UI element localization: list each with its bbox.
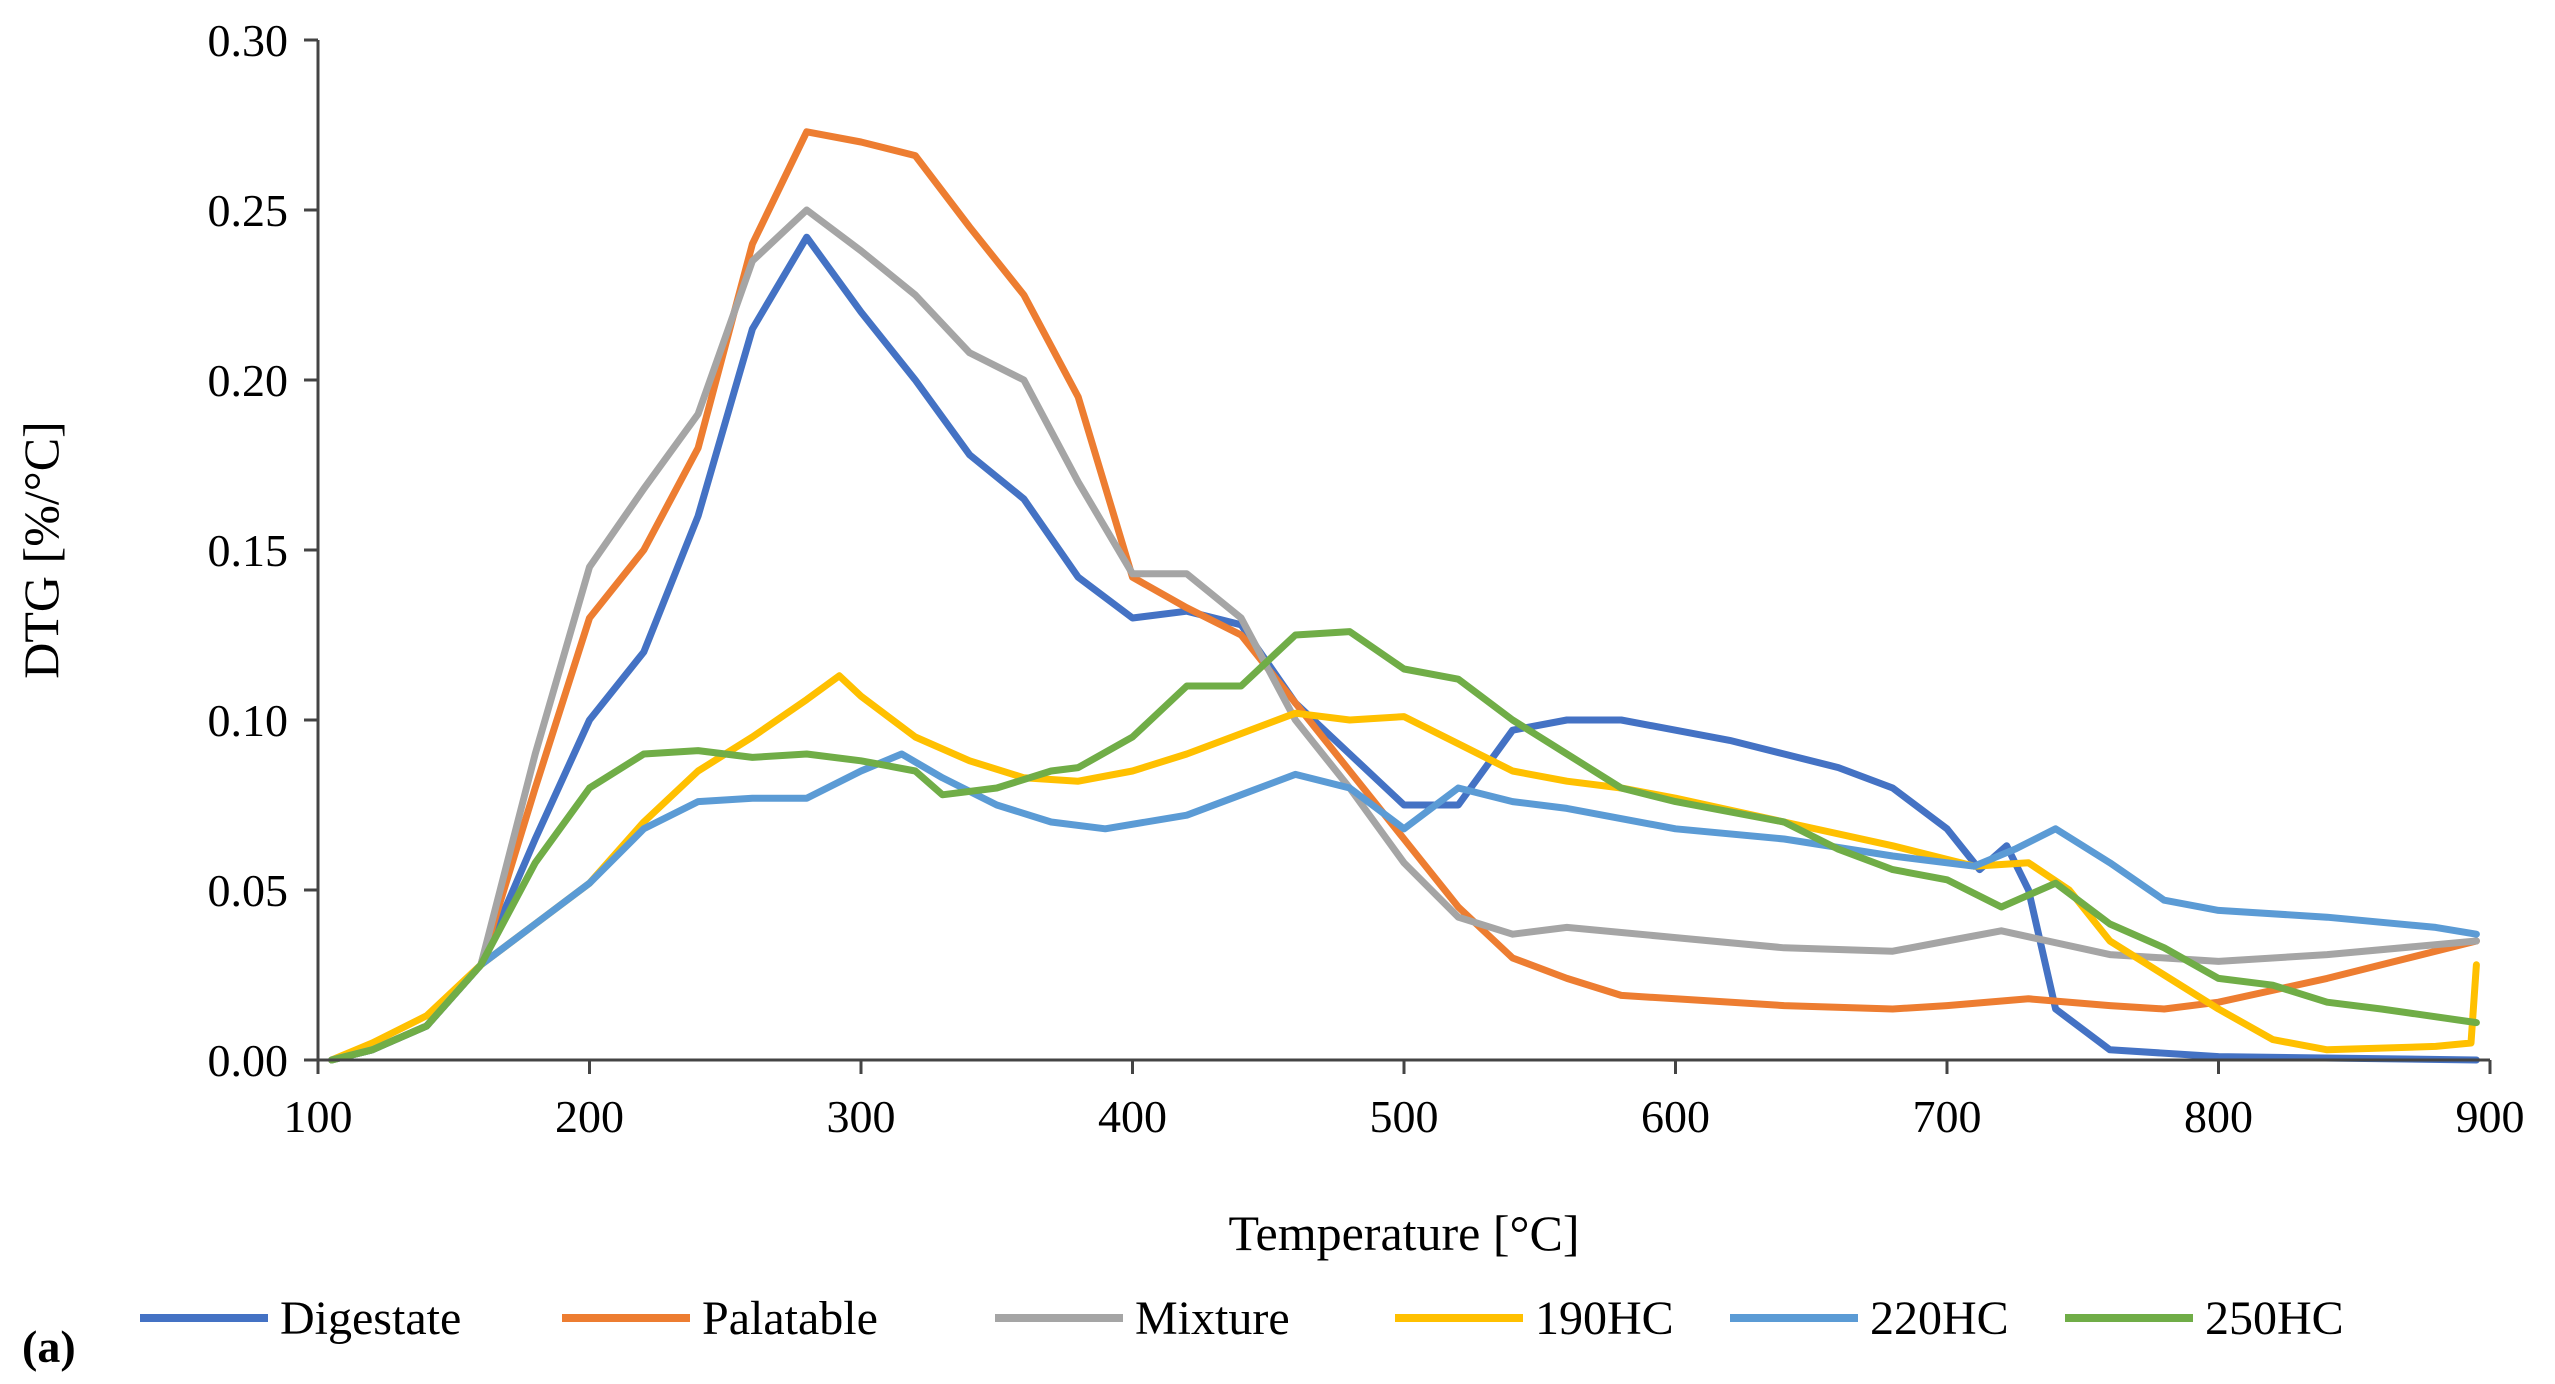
legend-label-250hc: 250HC [2205,1292,2344,1345]
y-tick-label: 0.00 [208,1035,289,1086]
series-line-mixture [328,206,2480,1064]
panel-label: (a) [22,1321,76,1372]
series-line-palatable [328,128,2480,1064]
legend-label-mixture: Mixture [1135,1292,1290,1345]
x-tick-label: 100 [284,1091,353,1142]
x-tick-label: 400 [1098,1091,1167,1142]
x-tick-label: 900 [2456,1091,2525,1142]
y-axis-title: DTG [%/°C] [13,421,69,678]
x-tick-label: 600 [1641,1091,1710,1142]
x-tick-label: 800 [2184,1091,2253,1142]
x-axis-title: Temperature [°C] [1228,1205,1579,1261]
y-tick-label: 0.30 [208,15,289,66]
x-tick-label: 300 [827,1091,896,1142]
series-line-220hc [328,750,2480,1064]
x-tick-label: 200 [555,1091,624,1142]
x-tick-label: 500 [1370,1091,1439,1142]
series-layer [328,128,2480,1064]
legend-label-220hc: 220HC [1870,1292,2009,1345]
x-tick-label: 700 [1913,1091,1982,1142]
y-tick-label: 0.20 [208,355,289,406]
series-line-digestate [328,233,2480,1064]
legend-label-digestate: Digestate [280,1292,461,1345]
legend-label-palatable: Palatable [702,1292,878,1345]
series-line-250hc [328,628,2480,1064]
y-tick-label: 0.05 [208,865,289,916]
y-tick-label: 0.10 [208,695,289,746]
legend-label-190hc: 190HC [1535,1292,1674,1345]
series-line-190hc [328,672,2480,1064]
y-tick-label: 0.15 [208,525,289,576]
y-tick-label: 0.25 [208,185,289,236]
legend: Digestate Palatable Mixture 190HC 220HC 250HC [140,1292,2344,1345]
ticks-layer: 100 200 300 400 500 600 700 800 900 0.00 0.05 0.10 0… [208,15,2525,1142]
